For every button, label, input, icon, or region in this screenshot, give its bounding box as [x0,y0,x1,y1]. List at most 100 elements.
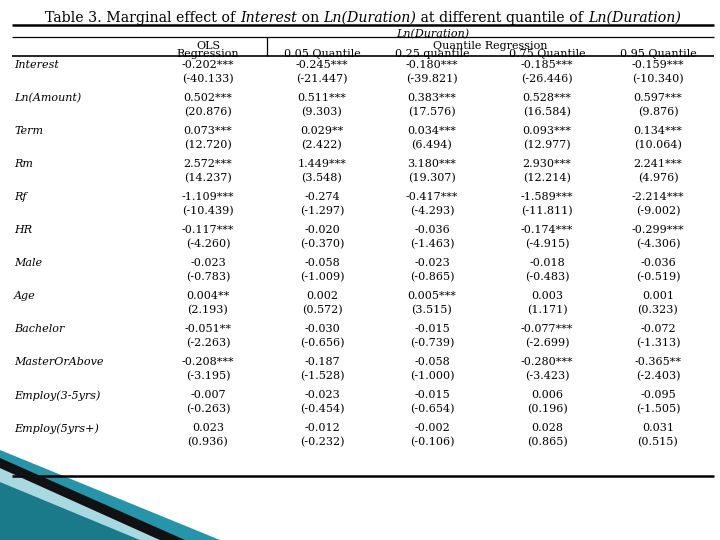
Text: -0.180***: -0.180*** [405,60,459,70]
Text: (-0.519): (-0.519) [636,272,680,282]
Text: (-1.009): (-1.009) [300,272,344,282]
Text: (-1.297): (-1.297) [300,206,344,217]
Text: (2.193): (2.193) [188,305,228,315]
Text: (-9.002): (-9.002) [636,206,680,217]
Text: (12.214): (12.214) [523,173,571,183]
Text: (-4.260): (-4.260) [186,239,230,249]
Text: -0.051**: -0.051** [184,324,232,334]
Text: 0.004**: 0.004** [186,291,230,301]
Text: (-0.370): (-0.370) [300,239,344,249]
Text: -0.030: -0.030 [304,324,340,334]
Text: (1.171): (1.171) [527,305,567,315]
Text: -0.023: -0.023 [190,258,226,268]
Text: Quantile Regression: Quantile Regression [433,41,547,51]
Text: 0.134***: 0.134*** [634,126,683,136]
Text: (0.323): (0.323) [638,305,678,315]
Text: -0.202***: -0.202*** [181,60,234,70]
Text: (14.237): (14.237) [184,173,232,183]
Text: -0.058: -0.058 [414,357,450,367]
Text: 0.597***: 0.597*** [634,93,683,103]
Text: (12.977): (12.977) [523,140,571,150]
Text: (-2.699): (-2.699) [525,338,570,348]
Text: -0.174***: -0.174*** [521,225,573,235]
Text: (0.865): (0.865) [526,437,567,447]
Text: (-10.340): (-10.340) [632,74,684,84]
Polygon shape [0,458,185,540]
Text: (-2.263): (-2.263) [186,338,230,348]
Text: 2.241***: 2.241*** [634,159,683,169]
Text: (16.584): (16.584) [523,107,571,117]
Text: -0.117***: -0.117*** [181,225,234,235]
Text: -0.299***: -0.299*** [631,225,684,235]
Text: 0.25 quantile: 0.25 quantile [395,49,469,59]
Text: 0.073***: 0.073*** [184,126,233,136]
Text: OLS: OLS [196,41,220,51]
Text: -1.109***: -1.109*** [181,192,234,202]
Text: 0.093***: 0.093*** [523,126,572,136]
Text: Employ(3-5yrs): Employ(3-5yrs) [14,390,100,401]
Text: 1.449***: 1.449*** [297,159,346,169]
Text: 0.001: 0.001 [642,291,674,301]
Text: (-40.133): (-40.133) [182,74,234,84]
Text: 0.383***: 0.383*** [408,93,456,103]
Text: Bachelor: Bachelor [14,324,64,334]
Text: Regression: Regression [176,49,239,59]
Text: (0.936): (0.936) [188,437,228,447]
Text: 3.180***: 3.180*** [408,159,456,169]
Text: -0.208***: -0.208*** [181,357,234,367]
Text: Ln(Duration): Ln(Duration) [588,11,680,25]
Text: 2.572***: 2.572*** [184,159,233,169]
Text: (-0.454): (-0.454) [300,404,344,414]
Text: (0.515): (0.515) [638,437,678,447]
Text: (10.064): (10.064) [634,140,682,150]
Text: (-21.447): (-21.447) [296,74,348,84]
Text: -0.077***: -0.077*** [521,324,573,334]
Text: (-0.106): (-0.106) [410,437,454,447]
Text: -0.036: -0.036 [640,258,676,268]
Text: -0.023: -0.023 [304,390,340,400]
Text: (-39.821): (-39.821) [406,74,458,84]
Text: (-4.293): (-4.293) [410,206,454,217]
Text: (-3.423): (-3.423) [525,371,570,381]
Text: (-1.528): (-1.528) [300,371,344,381]
Text: -0.007: -0.007 [190,390,226,400]
Text: (-0.739): (-0.739) [410,338,454,348]
Text: on: on [297,11,323,25]
Text: (-0.656): (-0.656) [300,338,344,348]
Text: Ln(Duration): Ln(Duration) [323,11,416,25]
Text: -0.274: -0.274 [304,192,340,202]
Text: Male: Male [14,258,42,268]
Text: 2.930***: 2.930*** [523,159,572,169]
Text: 0.502***: 0.502*** [184,93,233,103]
Text: 0.028: 0.028 [531,423,563,433]
Text: (0.572): (0.572) [302,305,342,315]
Text: (19.307): (19.307) [408,173,456,183]
Text: (-4.915): (-4.915) [525,239,570,249]
Text: Employ(5yrs+): Employ(5yrs+) [14,423,99,434]
Text: -0.036: -0.036 [414,225,450,235]
Text: Rm: Rm [14,159,33,169]
Text: Rf: Rf [14,192,27,202]
Text: (0.196): (0.196) [526,404,567,414]
Text: Ln(Duration): Ln(Duration) [397,29,469,39]
Text: 0.95 Quantile: 0.95 Quantile [620,49,696,59]
Text: HR: HR [14,225,32,235]
Text: (-10.439): (-10.439) [182,206,234,217]
Text: 0.511***: 0.511*** [297,93,346,103]
Text: (9.303): (9.303) [302,107,343,117]
Text: -0.020: -0.020 [304,225,340,235]
Text: (-0.865): (-0.865) [410,272,454,282]
Text: 0.75 Quantile: 0.75 Quantile [509,49,585,59]
Text: (4.976): (4.976) [638,173,678,183]
Text: (9.876): (9.876) [638,107,678,117]
Polygon shape [0,450,220,540]
Text: 0.006: 0.006 [531,390,563,400]
Text: 0.029**: 0.029** [300,126,343,136]
Text: -0.187: -0.187 [304,357,340,367]
Polygon shape [0,468,160,540]
Text: -0.095: -0.095 [640,390,676,400]
Text: (6.494): (6.494) [412,140,452,150]
Text: (-1.313): (-1.313) [636,338,680,348]
Text: -0.002: -0.002 [414,423,450,433]
Text: (20.876): (20.876) [184,107,232,117]
